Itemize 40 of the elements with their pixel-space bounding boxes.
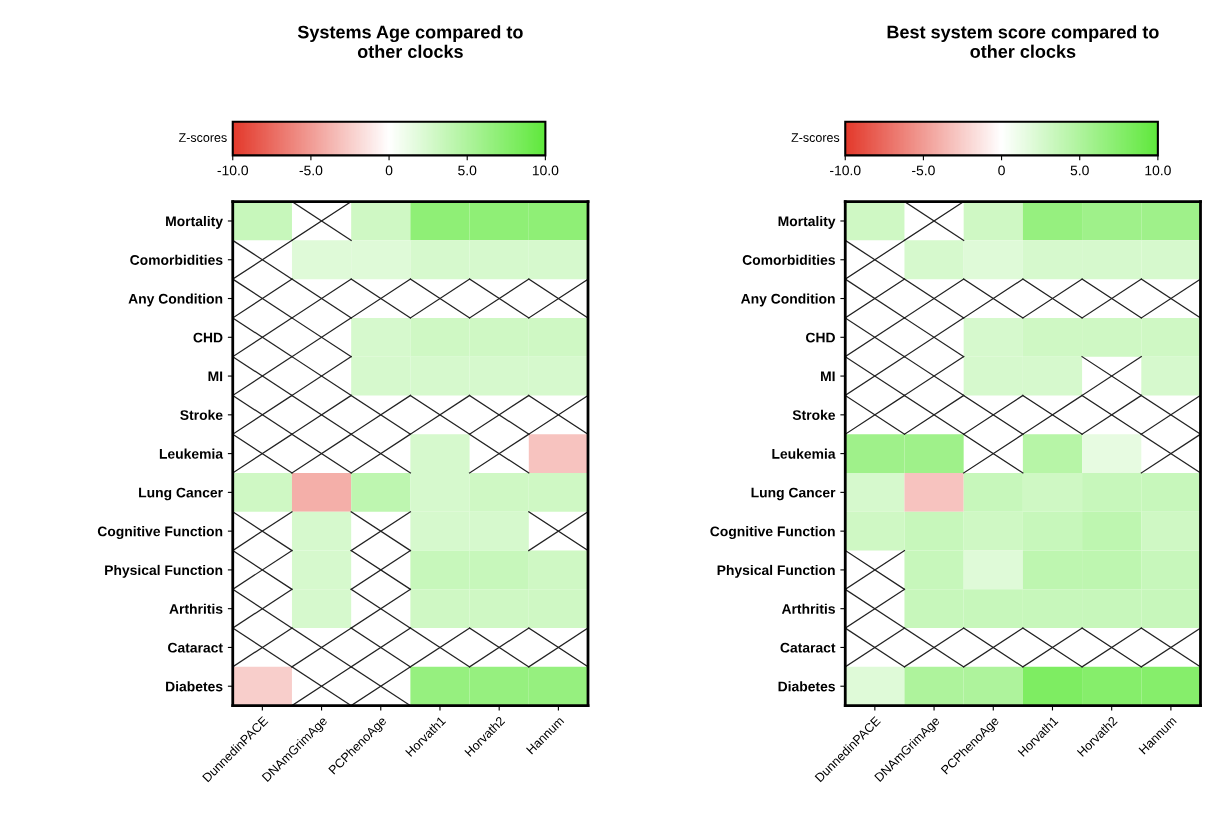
y-tick-label: Physical Function	[105, 564, 223, 578]
color-bar-label: 0	[998, 165, 1005, 176]
color-bar-title: Z-scores	[791, 133, 840, 142]
y-tick-label: Diabetes	[778, 681, 835, 692]
y-tick-label: Leukemia	[159, 448, 224, 459]
y-tick-label: Diabetes	[166, 681, 223, 692]
color-bar-label: -10.0	[830, 165, 861, 176]
y-tick-label: Comorbidities	[130, 254, 223, 265]
color-bar-label: 10.0	[532, 165, 559, 176]
y-tick-label: Stroke	[792, 409, 836, 420]
y-tick-label: Lung Cancer	[751, 487, 836, 501]
y-tick-label: Any Condition	[128, 293, 223, 307]
y-tick-label: Cognitive Function	[97, 526, 223, 540]
y-tick-label: Stroke	[180, 409, 223, 420]
y-tick-label: MI	[208, 371, 223, 382]
y-tick-label: Mortality	[166, 215, 223, 229]
y-tick-label: Cataract	[168, 642, 223, 653]
y-tick-label: Cataract	[780, 642, 836, 653]
y-tick-label: Comorbidities	[742, 254, 835, 265]
y-tick-label: CHD	[193, 332, 223, 343]
color-bar-label: 5.0	[458, 165, 477, 176]
y-tick-label: Physical Function	[717, 564, 835, 578]
chart-title: Systems Age compared to other clocks	[297, 25, 523, 58]
color-bar-label: -10.0	[217, 165, 249, 176]
color-bar-label: 10.0	[1145, 165, 1171, 176]
color-bar-title: Z-scores	[178, 133, 227, 142]
chart-title: Best system score compared to other clocks	[887, 25, 1159, 58]
y-tick-label: Mortality	[778, 215, 836, 229]
color-bar-label: -5.0	[299, 165, 323, 176]
y-tick-label: MI	[821, 371, 835, 382]
y-tick-label: Arthritis	[169, 603, 223, 614]
color-bar-label: 0	[385, 165, 393, 176]
y-tick-label: Cognitive Function	[710, 526, 835, 540]
y-tick-label: Any Condition	[740, 293, 835, 307]
color-bar-label: 5.0	[1070, 165, 1089, 176]
y-tick-label: Leukemia	[772, 448, 836, 459]
y-tick-label: CHD	[806, 332, 835, 343]
y-tick-label: Arthritis	[781, 603, 835, 614]
color-bar-label: -5.0	[912, 165, 935, 176]
y-tick-label: Lung Cancer	[139, 487, 223, 501]
